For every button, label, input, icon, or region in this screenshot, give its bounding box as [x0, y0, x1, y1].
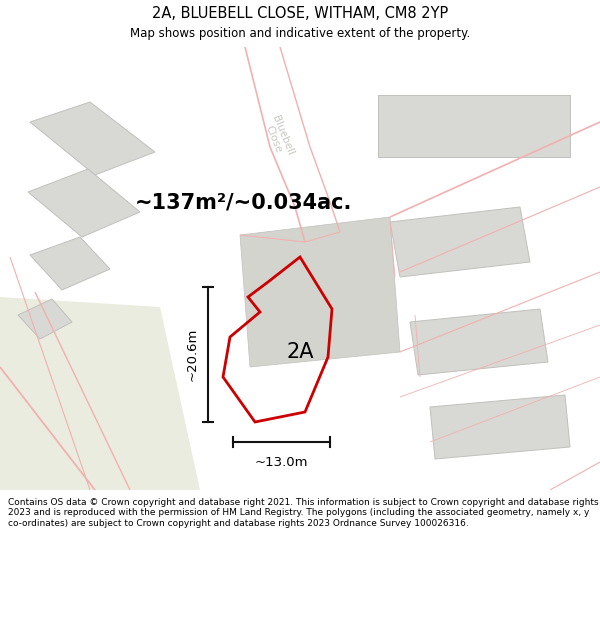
Text: ~137m²/~0.034ac.: ~137m²/~0.034ac. — [135, 192, 352, 212]
Text: Bluebell
Close: Bluebell Close — [261, 114, 295, 160]
Text: 2A, BLUEBELL CLOSE, WITHAM, CM8 2YP: 2A, BLUEBELL CLOSE, WITHAM, CM8 2YP — [152, 6, 448, 21]
Polygon shape — [30, 102, 155, 175]
Polygon shape — [378, 95, 570, 157]
Polygon shape — [30, 237, 110, 290]
Polygon shape — [28, 169, 140, 237]
Text: 2A: 2A — [286, 342, 314, 362]
Text: Map shows position and indicative extent of the property.: Map shows position and indicative extent… — [130, 26, 470, 39]
Polygon shape — [410, 309, 548, 375]
Polygon shape — [430, 395, 570, 459]
Polygon shape — [0, 297, 200, 490]
Text: Contains OS data © Crown copyright and database right 2021. This information is : Contains OS data © Crown copyright and d… — [8, 498, 599, 528]
Text: ~20.6m: ~20.6m — [185, 328, 199, 381]
Polygon shape — [240, 217, 400, 367]
Polygon shape — [18, 299, 72, 339]
Text: ~13.0m: ~13.0m — [255, 456, 308, 469]
Polygon shape — [390, 207, 530, 277]
